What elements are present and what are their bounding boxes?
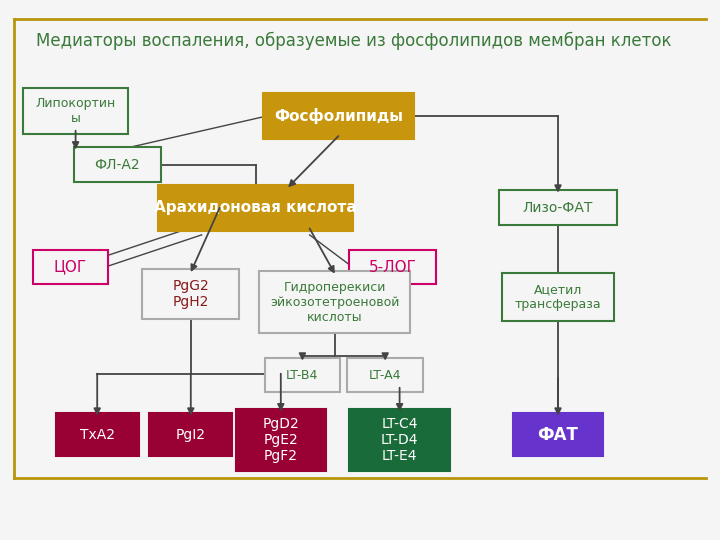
FancyBboxPatch shape — [150, 413, 232, 456]
Text: PgG2
PgH2: PgG2 PgH2 — [172, 279, 210, 309]
FancyBboxPatch shape — [158, 185, 353, 231]
FancyBboxPatch shape — [74, 147, 161, 183]
Text: LT-C4
LT-D4
LT-E4: LT-C4 LT-D4 LT-E4 — [381, 417, 418, 463]
Text: ЦОГ: ЦОГ — [54, 260, 87, 275]
Text: Гидроперекиси
эйкозотетроеновой
кислоты: Гидроперекиси эйкозотетроеновой кислоты — [270, 281, 400, 324]
Text: ФАТ: ФАТ — [538, 426, 578, 444]
FancyBboxPatch shape — [33, 251, 108, 284]
Text: PgI2: PgI2 — [176, 428, 206, 442]
Text: LT-A4: LT-A4 — [369, 369, 402, 382]
Text: TxA2: TxA2 — [80, 428, 114, 442]
Text: Арахидоновая кислота: Арахидоновая кислота — [154, 200, 357, 215]
FancyBboxPatch shape — [143, 269, 239, 319]
Text: 5-ЛОГ: 5-ЛОГ — [369, 260, 416, 275]
Text: Ацетил
трансфераза: Ацетил трансфераза — [515, 283, 601, 311]
Text: PgD2
PgE2
PgF2: PgD2 PgE2 PgF2 — [262, 417, 300, 463]
Text: Фосфолипиды: Фосфолипиды — [274, 108, 403, 124]
Text: Лизо-ФАТ: Лизо-ФАТ — [523, 201, 593, 215]
FancyBboxPatch shape — [349, 251, 436, 284]
FancyBboxPatch shape — [23, 87, 128, 133]
Text: ФЛ-А2: ФЛ-А2 — [94, 158, 140, 172]
FancyBboxPatch shape — [56, 413, 138, 456]
FancyBboxPatch shape — [265, 359, 340, 392]
FancyBboxPatch shape — [263, 93, 414, 139]
FancyBboxPatch shape — [259, 271, 410, 333]
Text: Липокортин
ы: Липокортин ы — [35, 97, 116, 125]
FancyBboxPatch shape — [236, 409, 325, 471]
FancyBboxPatch shape — [349, 409, 450, 471]
Text: Медиаторы воспаления, образуемые из фосфолипидов мембран клеток: Медиаторы воспаления, образуемые из фосф… — [36, 31, 672, 50]
FancyBboxPatch shape — [503, 273, 614, 321]
FancyBboxPatch shape — [348, 359, 423, 392]
FancyBboxPatch shape — [498, 191, 618, 226]
Text: LT-B4: LT-B4 — [287, 369, 318, 382]
FancyBboxPatch shape — [513, 413, 603, 456]
